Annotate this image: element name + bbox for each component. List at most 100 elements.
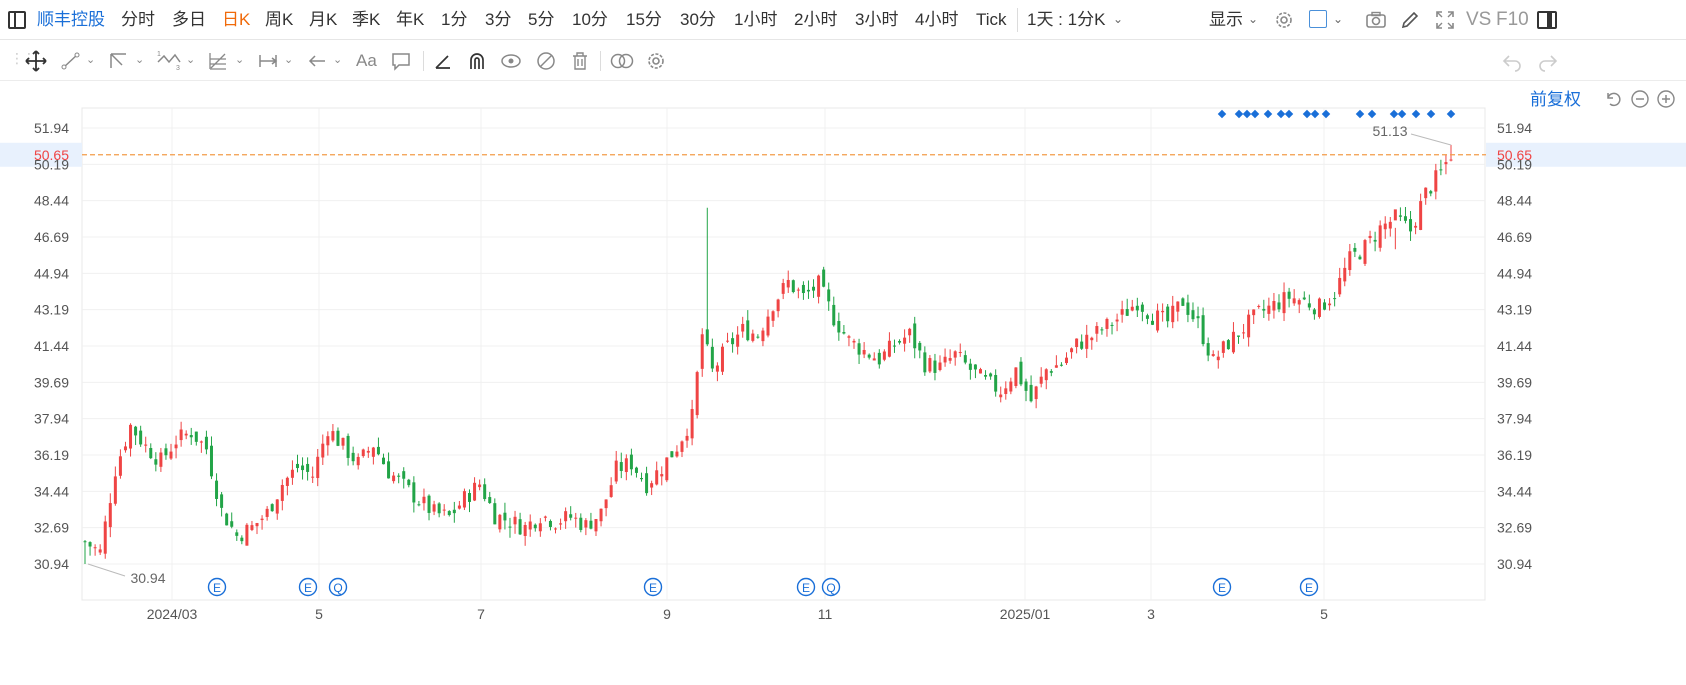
compare-overlay-icon[interactable] [609,50,635,72]
candle [235,529,239,541]
sidebar-toggle-icon[interactable] [8,11,26,29]
timeframe-tab[interactable]: 5分 [528,10,555,29]
timeframe-tab[interactable]: 年K [396,10,425,29]
zoom-out-icon[interactable] [1630,89,1650,109]
chevron-down-icon[interactable]: ⌄ [284,54,294,66]
hide-drawings-icon[interactable] [535,50,557,72]
candle-body [1297,300,1301,305]
event-marker[interactable]: E [298,577,318,597]
event-marker[interactable]: Q [821,577,841,597]
candle [857,338,861,364]
timeframe-tab[interactable]: Tick [976,10,1007,29]
redo-icon[interactable] [1537,50,1559,72]
candle-body [387,461,391,479]
chevron-down-icon[interactable]: ⌄ [333,54,343,66]
candle-body [1403,216,1407,221]
magnet-icon[interactable] [466,50,488,72]
timeframe-tab[interactable]: 日K [222,10,251,29]
chevron-down-icon[interactable]: ⌄ [135,54,145,66]
candle-body [392,475,396,482]
event-marker[interactable]: E [796,577,816,597]
zoom-in-icon[interactable] [1656,89,1676,109]
candle-body [1049,371,1053,373]
timeframe-tab[interactable]: 1小时 [734,10,778,29]
move-crosshair-icon[interactable] [24,49,48,73]
fullscreen-icon[interactable] [1434,9,1456,31]
timeframe-tab[interactable]: 3分 [485,10,512,29]
candle-body [468,492,472,502]
timeframe-tab[interactable]: 1分 [441,10,468,29]
kline-chart[interactable]: 50.65 50.65 51.13 30.94 51.94 51.94 50.19 50.1… [0,82,1686,685]
candle-body [938,362,942,370]
trend-line-icon[interactable] [60,50,82,72]
stock-name[interactable]: 顺丰控股 [37,10,105,29]
candle [1105,317,1109,337]
event-marker[interactable]: Q [328,577,348,597]
chart-settings-gear-icon[interactable] [645,50,667,72]
event-marker[interactable]: E [643,577,663,597]
event-marker[interactable]: E [207,577,227,597]
timeframe-tab[interactable]: 10分 [572,10,608,29]
candle-body [402,471,406,479]
candle [1125,298,1129,317]
settings-gear-icon[interactable] [1273,9,1295,31]
measure-range-icon[interactable] [257,50,279,72]
candle [397,473,401,484]
timeframe-tab[interactable]: 月K [309,10,338,29]
timeframe-tab[interactable]: 4小时 [915,10,959,29]
candle [483,478,487,502]
delete-trash-icon[interactable] [569,50,591,72]
candle [275,499,279,520]
undo-icon[interactable] [1501,50,1523,72]
candle-body [280,484,284,501]
chevron-down-icon[interactable]: ⌄ [1113,12,1124,26]
candle-body [230,521,234,527]
event-marker[interactable]: E [1212,577,1232,597]
candle [149,443,153,460]
reset-zoom-icon[interactable] [1603,89,1623,109]
drag-handle-icon[interactable]: ⋮⋮ [10,50,36,66]
pencil-icon[interactable] [1399,9,1421,31]
timeframe-tab[interactable]: 3小时 [855,10,899,29]
timeframe-tab[interactable]: 2小时 [794,10,838,29]
candle [260,515,264,530]
chevron-down-icon[interactable]: ⌄ [235,54,245,66]
candle-body [1145,315,1149,319]
channel-line-icon[interactable] [108,50,130,72]
timeframe-tab[interactable]: 多日 [172,10,206,29]
timeframe-tab[interactable]: 15分 [626,10,662,29]
timeframe-tab[interactable]: 周K [265,10,294,29]
candle-body [351,452,355,462]
wave-pattern-icon[interactable]: 13 [156,48,182,72]
candle-body [892,345,896,347]
candle [629,448,633,476]
chevron-down-icon[interactable]: ⌄ [186,54,196,66]
camera-icon[interactable] [1365,9,1387,31]
fibonacci-icon[interactable] [207,50,229,72]
timeframe-tab[interactable]: 季K [352,10,381,29]
price-adjust-toggle[interactable]: 前复权 [1530,90,1581,109]
timeframe-tab[interactable]: 30分 [680,10,716,29]
candle-body [978,369,982,374]
text-tool-icon[interactable]: Aa [356,51,377,70]
layout-icon[interactable] [1309,10,1327,28]
arrow-left-icon[interactable] [306,50,328,72]
candle [270,503,274,512]
comment-icon[interactable] [390,50,412,72]
event-marker-letter: Q [333,581,342,595]
display-menu[interactable]: 显示 [1209,10,1243,29]
chevron-down-icon[interactable]: ⌄ [1333,12,1344,26]
panel-toggle-icon[interactable] [1537,11,1557,29]
interval-selector[interactable]: 1天 : 1分K [1027,10,1106,29]
event-marker[interactable]: E [1299,577,1319,597]
candle [887,332,891,358]
candle-body [887,340,891,357]
angle-ruler-icon[interactable] [432,50,454,72]
f10-button[interactable]: F10 [1496,9,1529,30]
chevron-down-icon[interactable]: ⌄ [86,54,96,66]
timeframe-tab[interactable]: 分时 [121,10,155,29]
chevron-down-icon[interactable]: ⌄ [1248,12,1259,26]
lock-drawing-icon[interactable] [500,50,522,72]
candle-body [1161,310,1165,313]
vs-compare-button[interactable]: VS [1466,9,1492,30]
